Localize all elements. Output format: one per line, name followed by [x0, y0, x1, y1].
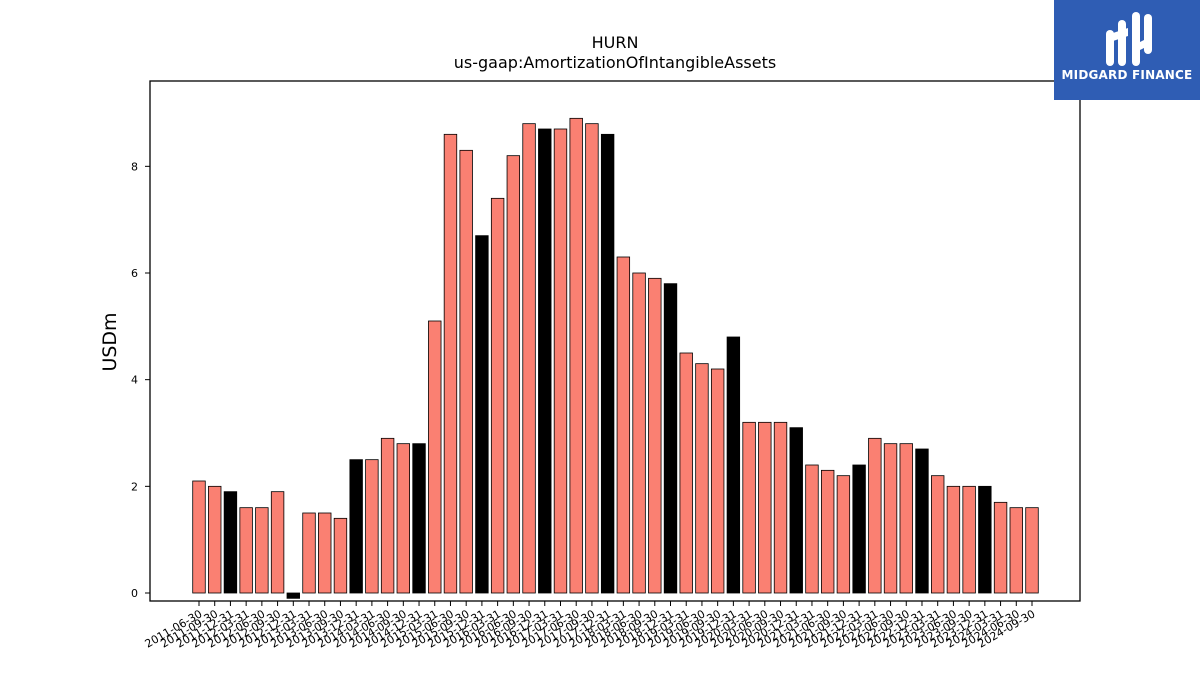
y-tick-label: 8 [131, 160, 138, 173]
bar-2018-09-30 [648, 277, 662, 594]
bar-2019-12-31 [726, 336, 741, 594]
bar-2012-06-30 [255, 507, 269, 594]
bar-2019-09-30 [710, 368, 725, 594]
bar-2013-06-30 [318, 512, 332, 594]
bar-2011-12-31 [223, 491, 238, 594]
bar-2020-06-30 [758, 421, 772, 594]
bar-2013-12-31 [349, 459, 363, 594]
y-tick-label: 0 [131, 587, 138, 600]
chart-subtitle: us-gaap:AmortizationOfIntangibleAssets [454, 53, 776, 72]
bar-2016-12-31 [538, 128, 552, 594]
bar-2020-03-31 [742, 421, 756, 594]
bar-2017-09-30 [585, 123, 599, 594]
bar-2024-03-31 [993, 501, 1008, 594]
bar-2020-09-30 [773, 421, 788, 594]
bar-2021-06-30 [820, 469, 835, 594]
bar-2023-12-31 [978, 485, 992, 594]
midgard-finance-logo: MIDGARD FINANCE [1054, 0, 1200, 100]
bar-2022-09-30 [899, 443, 913, 594]
x-axis-ticks: 2011-06-302011-09-302011-12-312012-03-31… [143, 601, 1038, 651]
y-tick-label: 2 [131, 480, 138, 493]
bar-2012-09-30 [270, 491, 285, 594]
bar-2015-12-31 [475, 235, 489, 594]
bar-2014-09-30 [396, 443, 410, 594]
bar-2019-06-30 [695, 363, 709, 594]
bar-2016-06-30 [506, 155, 521, 594]
y-tick-label: 6 [131, 267, 138, 280]
bar-2015-06-30 [443, 133, 458, 594]
bar-2014-12-31 [412, 443, 426, 594]
y-axis-label: USDm [99, 312, 121, 371]
bar-2024-09-30 [1025, 507, 1039, 594]
bar-2022-06-30 [883, 443, 898, 594]
y-axis-ticks: 0 2 4 6 8 [131, 160, 150, 600]
bar-2021-12-31 [852, 464, 866, 594]
plot-frame [149, 80, 1081, 602]
bar-2022-12-31 [915, 448, 929, 594]
logo-text: MIDGARD FINANCE [1061, 68, 1193, 82]
bar-2017-06-30 [569, 117, 583, 594]
bars-group [192, 117, 1039, 599]
midgard-logo-icon [1106, 12, 1152, 66]
bar-2022-03-31 [868, 437, 882, 594]
bar-2018-12-31 [663, 283, 678, 594]
bar-2013-09-30 [333, 517, 348, 594]
bar-2021-03-31 [805, 464, 819, 594]
bar-2015-09-30 [459, 149, 473, 594]
bar-2017-03-31 [553, 128, 568, 594]
bar-2023-06-30 [946, 485, 961, 594]
bar-2023-03-31 [931, 475, 945, 594]
bar-2020-12-31 [789, 427, 803, 594]
bar-2017-12-31 [600, 133, 615, 594]
y-tick-label: 4 [131, 374, 138, 387]
bar-2012-03-31 [239, 507, 253, 594]
bar-2014-06-30 [380, 437, 395, 594]
bar-2014-03-31 [365, 459, 379, 594]
bar-2016-03-31 [490, 197, 505, 594]
bar-2018-06-30 [632, 272, 646, 594]
bar-2024-06-30 [1009, 507, 1023, 594]
chart-title: HURN [592, 33, 639, 52]
bar-2016-09-30 [522, 123, 536, 594]
bar-2018-03-31 [616, 256, 631, 594]
bar-2011-06-30 [192, 480, 206, 594]
bar-2019-03-31 [679, 352, 693, 594]
bar-2012-12-31 [286, 592, 300, 599]
bar-2015-03-31 [428, 320, 442, 594]
bar-2013-03-31 [302, 512, 316, 594]
bar-2021-09-30 [836, 475, 851, 594]
bar-2011-09-30 [208, 485, 222, 594]
bar-2023-09-30 [962, 485, 976, 594]
